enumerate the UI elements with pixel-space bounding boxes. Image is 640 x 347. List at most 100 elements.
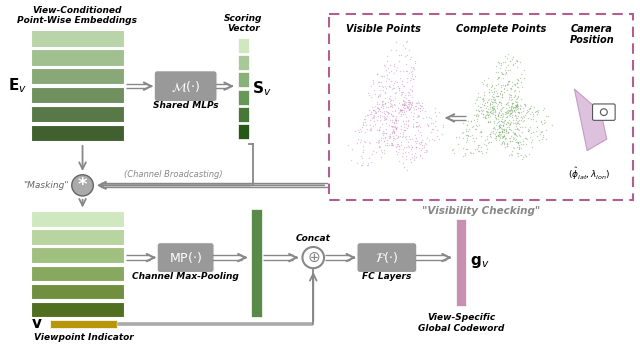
Point [406,94,417,100]
Point [422,121,433,127]
Point [401,115,411,120]
Point [512,64,522,70]
Point [504,105,514,110]
Point [488,103,499,109]
Point [504,135,515,141]
Point [399,127,410,133]
Point [356,129,367,134]
Point [493,129,504,135]
Point [393,117,403,122]
Point [350,128,360,134]
Point [371,108,381,113]
Point [540,113,550,119]
Point [360,123,371,128]
Point [512,107,522,112]
Point [497,119,507,124]
Point [495,91,506,96]
Point [447,146,458,152]
Point [497,105,508,111]
Point [497,129,508,135]
Point [405,100,415,105]
Point [427,126,437,132]
Point [416,139,426,144]
Point [509,130,520,136]
Point [399,108,410,113]
Point [360,130,370,135]
Point [356,124,367,130]
Point [482,81,492,87]
Point [523,109,533,114]
Point [410,103,420,109]
Point [389,101,399,107]
Point [481,108,492,113]
Point [505,121,515,127]
Point [369,113,379,118]
Point [502,141,512,147]
Point [374,126,385,132]
Point [383,65,393,71]
Point [387,127,397,132]
Point [507,83,517,88]
Point [516,118,527,123]
Point [496,85,506,90]
Point [404,90,414,95]
Point [382,73,392,78]
Point [390,118,401,123]
Point [501,105,511,110]
Point [381,108,391,113]
Text: Scoring
Vector: Scoring Vector [224,14,263,33]
Point [417,142,427,147]
Point [491,137,501,143]
Point [500,128,511,134]
Point [506,85,516,91]
Point [377,121,387,127]
Point [504,78,514,84]
Point [472,111,482,117]
Point [488,110,499,115]
Point [437,131,447,137]
Point [356,137,366,143]
Point [390,107,401,112]
Point [479,103,489,108]
Bar [31,125,124,141]
Point [386,78,396,84]
Point [397,83,408,88]
Point [523,128,533,134]
Point [360,119,370,125]
Point [373,102,383,107]
Point [449,150,459,156]
Point [513,153,523,158]
Point [471,112,481,118]
Point [420,108,431,114]
Point [501,110,511,116]
Point [493,109,504,115]
Point [394,58,404,64]
Point [381,109,392,114]
Point [511,136,521,142]
Bar [237,124,250,139]
Point [488,111,499,117]
Point [386,68,396,73]
Point [385,62,395,68]
Point [374,87,385,93]
Point [355,126,365,132]
Point [407,73,417,79]
Point [507,104,517,109]
Bar [31,49,124,66]
Point [396,142,406,148]
Point [365,118,375,123]
Point [372,100,383,105]
Point [504,112,514,118]
Point [429,105,440,111]
Point [484,86,494,92]
Point [365,128,375,133]
Point [387,142,397,147]
Point [497,71,508,76]
Point [497,139,508,145]
Point [500,71,510,77]
Point [390,109,401,114]
Point [490,107,500,113]
Point [396,113,406,119]
Point [506,105,516,110]
Point [374,127,384,133]
